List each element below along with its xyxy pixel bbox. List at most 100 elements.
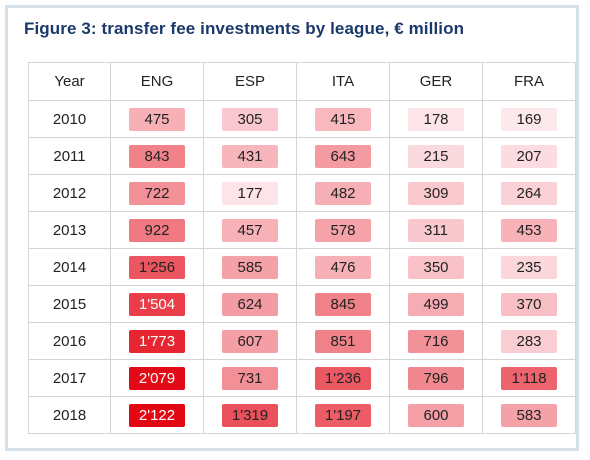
table-row: 2018 2'122 1'319 1'197 600 583	[28, 396, 576, 434]
value-pill: 843	[129, 144, 185, 168]
table-row: 2012 722 177 482 309 264	[28, 174, 576, 212]
value-cell-ger: 796	[389, 359, 483, 397]
value-cell-ger: 350	[389, 248, 483, 286]
value-cell-fra: 283	[482, 322, 576, 360]
value-pill: 624	[222, 292, 278, 316]
value-cell-esp: 177	[203, 174, 297, 212]
value-pill: 283	[501, 329, 557, 353]
value-cell-ger: 309	[389, 174, 483, 212]
table-row: 2014 1'256 585 476 350 235	[28, 248, 576, 286]
year-cell: 2015	[28, 285, 111, 323]
value-pill: 475	[129, 107, 185, 131]
header-esp: ESP	[203, 62, 297, 101]
value-cell-fra: 207	[482, 137, 576, 175]
value-pill: 643	[315, 144, 371, 168]
value-cell-eng: 922	[110, 211, 204, 249]
year-cell: 2013	[28, 211, 111, 249]
value-pill: 796	[408, 366, 464, 390]
value-cell-ita: 851	[296, 322, 390, 360]
header-ita: ITA	[296, 62, 390, 101]
value-pill: 2'122	[129, 403, 185, 427]
value-cell-ger: 600	[389, 396, 483, 434]
value-cell-eng: 2'079	[110, 359, 204, 397]
value-cell-fra: 453	[482, 211, 576, 249]
value-pill: 482	[315, 181, 371, 205]
value-cell-esp: 624	[203, 285, 297, 323]
figure-title: Figure 3: transfer fee investments by le…	[24, 19, 465, 38]
value-pill: 1'504	[129, 292, 185, 316]
value-pill: 1'118	[501, 366, 557, 390]
value-pill: 845	[315, 292, 371, 316]
value-pill: 169	[501, 107, 557, 131]
value-pill: 1'236	[315, 366, 371, 390]
value-pill: 583	[501, 403, 557, 427]
value-cell-esp: 305	[203, 100, 297, 138]
table-row: 2013 922 457 578 311 453	[28, 211, 576, 249]
value-cell-ger: 716	[389, 322, 483, 360]
value-pill: 476	[315, 255, 371, 279]
value-cell-fra: 169	[482, 100, 576, 138]
value-pill: 235	[501, 255, 557, 279]
value-pill: 600	[408, 403, 464, 427]
header-ger: GER	[389, 62, 483, 101]
value-pill: 453	[501, 218, 557, 242]
value-pill: 722	[129, 181, 185, 205]
value-cell-fra: 583	[482, 396, 576, 434]
table-row: 2017 2'079 731 1'236 796 1'118	[28, 359, 576, 397]
value-pill: 731	[222, 366, 278, 390]
year-cell: 2016	[28, 322, 111, 360]
table-row: 2016 1'773 607 851 716 283	[28, 322, 576, 360]
transfer-fee-table: Year ENG ESP ITA GER FRA 2010 475 305 415 17…	[28, 62, 576, 434]
value-cell-esp: 431	[203, 137, 297, 175]
value-cell-ita: 845	[296, 285, 390, 323]
value-cell-ita: 1'236	[296, 359, 390, 397]
header-eng: ENG	[110, 62, 204, 101]
table-row: 2010 475 305 415 178 169	[28, 100, 576, 138]
value-cell-fra: 1'118	[482, 359, 576, 397]
value-pill: 585	[222, 255, 278, 279]
value-cell-esp: 607	[203, 322, 297, 360]
value-pill: 431	[222, 144, 278, 168]
table-row: 2011 843 431 643 215 207	[28, 137, 576, 175]
value-pill: 499	[408, 292, 464, 316]
value-pill: 177	[222, 181, 278, 205]
value-pill: 215	[408, 144, 464, 168]
value-cell-eng: 1'256	[110, 248, 204, 286]
year-cell: 2010	[28, 100, 111, 138]
value-pill: 305	[222, 107, 278, 131]
table-row: 2015 1'504 624 845 499 370	[28, 285, 576, 323]
year-cell: 2018	[28, 396, 111, 434]
year-cell: 2011	[28, 137, 111, 175]
value-cell-fra: 264	[482, 174, 576, 212]
value-cell-eng: 1'504	[110, 285, 204, 323]
value-cell-ita: 643	[296, 137, 390, 175]
value-cell-fra: 235	[482, 248, 576, 286]
value-pill: 1'319	[222, 403, 278, 427]
value-pill: 350	[408, 255, 464, 279]
year-cell: 2017	[28, 359, 111, 397]
value-cell-esp: 585	[203, 248, 297, 286]
figure-frame: Figure 3: transfer fee investments by le…	[5, 5, 579, 451]
header-year: Year	[28, 62, 111, 101]
value-cell-ita: 578	[296, 211, 390, 249]
value-pill: 309	[408, 181, 464, 205]
value-cell-eng: 1'773	[110, 322, 204, 360]
value-pill: 264	[501, 181, 557, 205]
year-cell: 2012	[28, 174, 111, 212]
header-fra: FRA	[482, 62, 576, 101]
value-pill: 415	[315, 107, 371, 131]
value-pill: 1'256	[129, 255, 185, 279]
value-pill: 578	[315, 218, 371, 242]
value-pill: 311	[408, 218, 464, 242]
value-pill: 851	[315, 329, 371, 353]
value-pill: 607	[222, 329, 278, 353]
table-body: 2010 475 305 415 178 169 2011 843 431 643 215 207 20…	[28, 100, 576, 434]
value-cell-eng: 475	[110, 100, 204, 138]
value-cell-eng: 843	[110, 137, 204, 175]
value-cell-ita: 1'197	[296, 396, 390, 434]
value-cell-eng: 2'122	[110, 396, 204, 434]
value-pill: 1'773	[129, 329, 185, 353]
value-pill: 1'197	[315, 403, 371, 427]
value-pill: 716	[408, 329, 464, 353]
value-cell-ita: 482	[296, 174, 390, 212]
